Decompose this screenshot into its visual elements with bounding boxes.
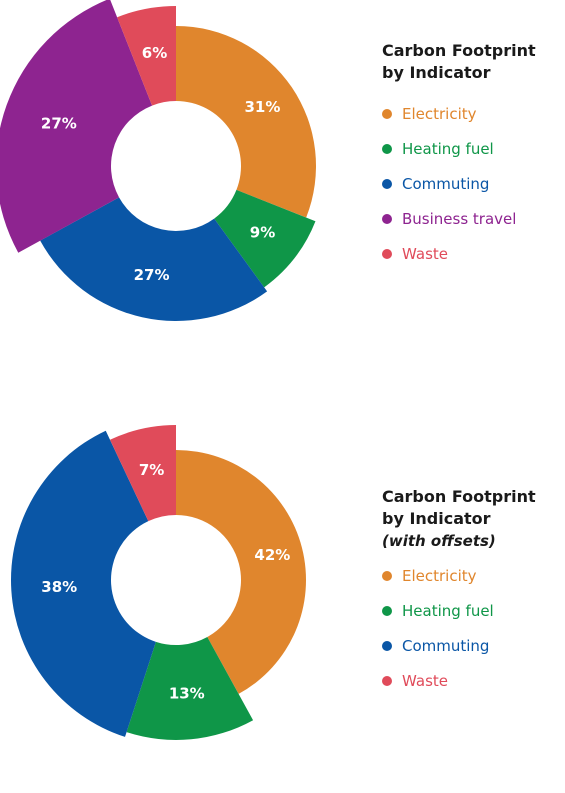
slice-waste: [117, 6, 176, 106]
legend-list: Electricity Heating fuel Commuting Waste: [382, 558, 536, 698]
legend-label: Commuting: [402, 636, 490, 655]
legend-dot-icon: [382, 605, 392, 616]
slice-label-commuting: 27%: [134, 266, 170, 284]
slice-label-electricity: 31%: [244, 98, 280, 116]
legend-dot-icon: [382, 675, 392, 686]
chart-title-line1: Carbon Footprint: [382, 487, 536, 506]
slice-label-electricity: 42%: [254, 546, 290, 564]
slice-heating-fuel: [126, 636, 254, 740]
chart-subtitle: (with offsets): [382, 532, 496, 550]
slice-label-waste: 6%: [142, 44, 167, 62]
slice-electricity: [176, 450, 306, 694]
legend-label: Waste: [402, 671, 448, 690]
legend-label: Electricity: [402, 104, 477, 123]
legend-label: Electricity: [402, 566, 477, 585]
donut-chart-footprint: 31% 9% 27% 27% 6%: [0, 0, 317, 321]
legend-footprint-offsets: Carbon Footprint by Indicator (with offs…: [382, 486, 536, 698]
legend-dot-icon: [382, 178, 392, 189]
legend-item-commuting: Commuting: [382, 628, 536, 663]
legend-list: Electricity Heating fuel Commuting Business…: [382, 96, 536, 271]
slice-commuting: [40, 197, 268, 321]
legend-footprint: Carbon Footprint by Indicator Electricit…: [382, 40, 536, 271]
legend-item-heating-fuel: Heating fuel: [382, 131, 536, 166]
slice-commuting: [10, 430, 156, 737]
legend-item-waste: Waste: [382, 663, 536, 698]
legend-item-electricity: Electricity: [382, 96, 536, 131]
legend-dot-icon: [382, 570, 392, 581]
legend-item-waste: Waste: [382, 236, 536, 271]
legend-label: Business travel: [402, 209, 517, 228]
slice-waste: [110, 425, 176, 522]
legend-dot-icon: [382, 640, 392, 651]
slice-heating-fuel: [214, 189, 316, 288]
legend-dot-icon: [382, 248, 392, 259]
legend-label: Heating fuel: [402, 601, 494, 620]
chart-title-line1: Carbon Footprint: [382, 41, 536, 60]
slice-label-commuting: 38%: [41, 578, 77, 596]
legend-label: Waste: [402, 244, 448, 263]
chart-title-line2: by Indicator: [382, 509, 491, 528]
legend-item-business-travel: Business travel: [382, 201, 536, 236]
slice-label-waste: 7%: [139, 461, 164, 479]
slice-label-heating-fuel: 13%: [169, 684, 205, 702]
legend-dot-icon: [382, 108, 392, 119]
slice-label-business-travel: 27%: [41, 114, 77, 132]
legend-dot-icon: [382, 143, 392, 154]
legend-label: Heating fuel: [402, 139, 494, 158]
donut-chart-footprint-offsets: 42% 13% 38% 7%: [10, 425, 306, 740]
legend-item-heating-fuel: Heating fuel: [382, 593, 536, 628]
chart-title-line2: by Indicator: [382, 63, 491, 82]
legend-label: Commuting: [402, 174, 490, 193]
slice-label-heating-fuel: 9%: [250, 224, 275, 242]
legend-dot-icon: [382, 213, 392, 224]
slice-electricity: [176, 26, 317, 218]
legend-item-commuting: Commuting: [382, 166, 536, 201]
legend-item-electricity: Electricity: [382, 558, 536, 593]
slice-business-travel: [0, 0, 153, 253]
